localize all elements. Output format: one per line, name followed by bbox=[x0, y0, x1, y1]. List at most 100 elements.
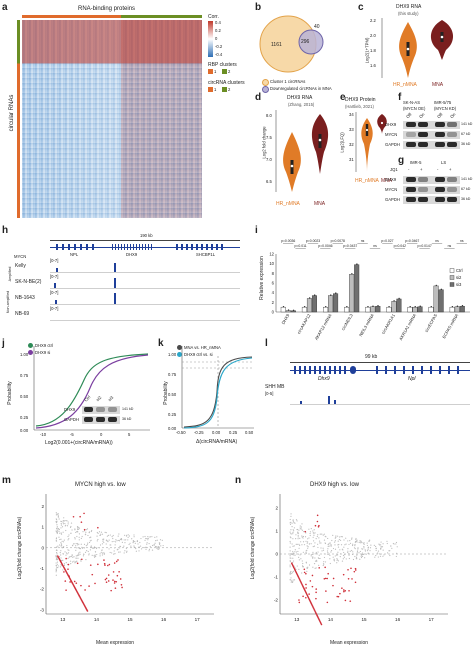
ma-sig-point bbox=[326, 601, 329, 604]
ma-point bbox=[302, 541, 305, 543]
ma-point bbox=[135, 550, 137, 552]
ma-point bbox=[76, 547, 78, 549]
ma-point bbox=[324, 535, 326, 537]
track-l-shhmb bbox=[290, 390, 470, 405]
bar-i-bar bbox=[354, 264, 360, 313]
violin-e-group-hr: HR_nMNA bbox=[355, 178, 379, 184]
ma-point bbox=[354, 545, 356, 547]
ma-point bbox=[65, 519, 67, 522]
ma-sig-point bbox=[354, 567, 357, 570]
ma-point bbox=[379, 555, 382, 557]
ma-point bbox=[87, 542, 89, 544]
ma-sig-point bbox=[67, 563, 70, 566]
ma-point bbox=[127, 536, 129, 538]
ma-xtick: 17 bbox=[429, 617, 435, 622]
gene-l-dhx9-body bbox=[350, 366, 356, 374]
ma-point bbox=[301, 560, 303, 562]
ma-point bbox=[300, 541, 302, 543]
ma-sig-point bbox=[97, 563, 99, 566]
ma-point bbox=[317, 534, 319, 536]
ma-point bbox=[298, 547, 300, 549]
ma-point bbox=[313, 563, 316, 565]
ma-point bbox=[71, 529, 73, 531]
ma-point bbox=[307, 538, 309, 540]
bar-i-category: DHX9 bbox=[281, 312, 291, 325]
ma-point bbox=[56, 563, 58, 565]
ma-n-xlabel: Mean expression bbox=[330, 640, 369, 646]
ma-point bbox=[292, 533, 294, 535]
ma-point bbox=[291, 543, 293, 545]
ma-point bbox=[312, 557, 314, 559]
ma-point bbox=[56, 566, 58, 569]
ma-point bbox=[60, 527, 62, 529]
ma-point bbox=[323, 561, 325, 563]
ma-sig-point bbox=[97, 526, 99, 529]
track-range-nb1643: [0-7] bbox=[50, 290, 59, 295]
ma-point bbox=[317, 551, 319, 553]
ma-point bbox=[56, 530, 59, 532]
ma-point bbox=[132, 541, 135, 543]
ma-point bbox=[289, 564, 291, 566]
bar-i-bar bbox=[306, 298, 312, 313]
ma-point bbox=[111, 541, 113, 543]
bar-i-point bbox=[282, 305, 285, 308]
bar-i-bar bbox=[349, 274, 355, 313]
ma-point bbox=[139, 541, 141, 544]
ma-point bbox=[312, 530, 314, 532]
ma-sig-point bbox=[103, 562, 106, 565]
ma-point bbox=[379, 544, 381, 546]
bar-i-point bbox=[287, 309, 290, 311]
ma-point bbox=[96, 535, 98, 537]
bar-i-pvalue: p=0.0023 bbox=[306, 239, 320, 243]
ma-point bbox=[117, 535, 119, 537]
ma-point bbox=[289, 540, 291, 543]
ma-point bbox=[79, 548, 82, 550]
ma-point bbox=[294, 522, 296, 524]
ma-point bbox=[146, 542, 148, 544]
ma-point bbox=[69, 560, 72, 562]
ma-point bbox=[369, 547, 372, 549]
blot-f-strip-gapdh bbox=[403, 141, 460, 149]
ma-point bbox=[300, 558, 302, 560]
ma-point bbox=[57, 515, 59, 517]
violin-e-subtitle: (Hartlieb, 2021) bbox=[345, 104, 374, 109]
circ-swatch-1 bbox=[208, 87, 213, 92]
ma-point bbox=[90, 545, 92, 547]
ma-point bbox=[312, 545, 314, 548]
ma-point bbox=[148, 550, 150, 552]
ma-sig-point bbox=[349, 600, 352, 602]
ma-point bbox=[349, 540, 351, 542]
ma-point bbox=[289, 546, 291, 548]
ma-point bbox=[76, 531, 78, 533]
ma-point bbox=[319, 533, 321, 535]
ma-point bbox=[361, 552, 364, 554]
ma-point bbox=[60, 542, 62, 544]
ma-point bbox=[354, 548, 356, 550]
violin-e-plot bbox=[355, 112, 387, 172]
venn-circle-downregulated bbox=[298, 29, 324, 55]
ma-point bbox=[94, 554, 96, 556]
ma-point bbox=[59, 552, 61, 554]
ma-sig-point bbox=[110, 589, 112, 592]
ma-point bbox=[87, 534, 89, 537]
ma-point bbox=[290, 579, 292, 581]
bar-i-legend-swatch bbox=[449, 282, 455, 287]
ma-point bbox=[60, 545, 62, 547]
ma-point bbox=[76, 555, 79, 557]
ma-point bbox=[77, 557, 79, 559]
ma-point bbox=[55, 537, 58, 540]
ma-point bbox=[291, 526, 293, 528]
violin-d-group-hr: HR_nMNA bbox=[276, 201, 300, 207]
bar-i-category: NEIL3 mRNA bbox=[358, 313, 375, 337]
ma-point bbox=[299, 527, 301, 529]
ma-point bbox=[151, 544, 154, 547]
ma-point bbox=[374, 556, 376, 558]
ma-point bbox=[123, 545, 125, 547]
ma-point bbox=[73, 543, 75, 545]
ma-point bbox=[305, 532, 307, 534]
ma-point bbox=[310, 527, 312, 530]
ma-point bbox=[306, 567, 309, 569]
ma-sig-point bbox=[72, 515, 75, 518]
ma-point bbox=[314, 532, 316, 534]
ma-point bbox=[386, 542, 388, 545]
